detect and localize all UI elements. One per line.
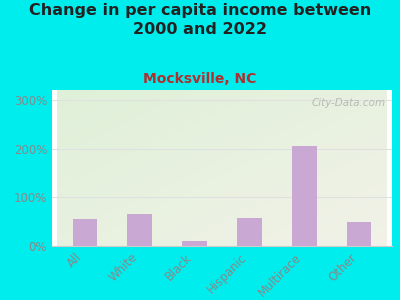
- Bar: [347, 222, 372, 246]
- Text: Mocksville, NC: Mocksville, NC: [143, 72, 257, 86]
- Bar: [237, 218, 262, 246]
- Bar: [292, 146, 316, 246]
- Bar: [128, 214, 152, 246]
- Bar: [72, 219, 97, 246]
- Bar: [182, 241, 207, 246]
- Text: City-Data.com: City-Data.com: [311, 98, 385, 108]
- Text: Change in per capita income between
2000 and 2022: Change in per capita income between 2000…: [29, 3, 371, 37]
